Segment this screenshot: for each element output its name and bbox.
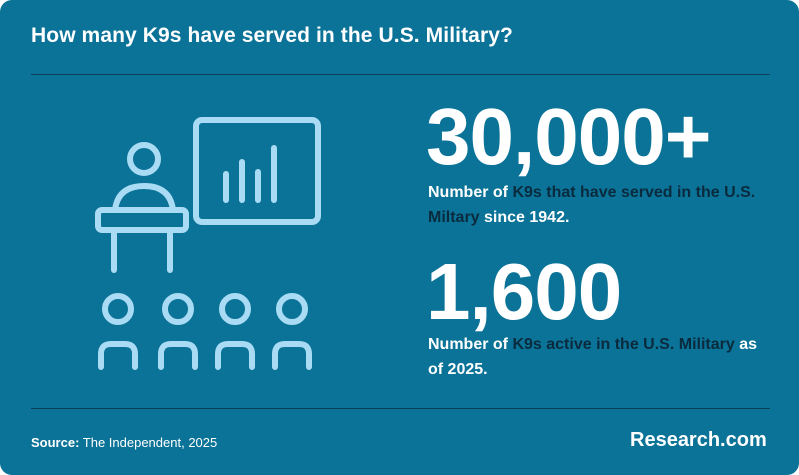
stat-desc-highlight: K9s that have served in the U.S. Miltary — [428, 184, 756, 226]
presenter-head-icon — [127, 142, 161, 176]
bar-chart-icon — [223, 145, 277, 203]
audience-icon — [98, 293, 312, 370]
brand-logo[interactable]: Research.com — [630, 429, 767, 451]
stat-desc-prefix: Number of — [428, 336, 513, 353]
divider-top — [31, 74, 770, 75]
stat-number-active: 1,600 — [426, 247, 622, 336]
board-icon — [193, 117, 321, 225]
page-title: How many K9s have served in the U.S. Mil… — [31, 24, 513, 47]
stat-number-total: 30,000+ — [426, 92, 711, 181]
stat-desc-prefix: Number of — [428, 184, 513, 201]
presenter-shoulders-icon — [112, 183, 176, 213]
divider-bottom — [31, 408, 770, 409]
stat-desc-suffix: as of 2025. — [428, 336, 757, 378]
podium-top-icon — [95, 207, 189, 233]
source-text: The Independent, 2025 — [79, 435, 218, 450]
stat-desc-suffix: since 1942. — [479, 209, 570, 226]
stat-description-active: Number of K9s active in the U.S. Militar… — [428, 332, 773, 382]
stat-description-total: Number of K9s that have served in the U.… — [428, 180, 773, 230]
presentation-audience-icon — [95, 117, 321, 370]
stat-desc-highlight: K9s active in the U.S. Military — [512, 336, 735, 353]
source-note: Source: The Independent, 2025 — [31, 435, 217, 450]
source-label: Source: — [31, 435, 80, 450]
